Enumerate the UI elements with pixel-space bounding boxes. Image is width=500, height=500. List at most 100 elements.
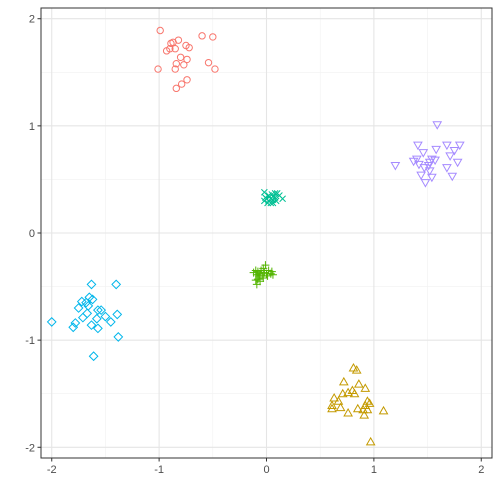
data-point-circle <box>209 33 217 41</box>
series-plus <box>249 261 277 289</box>
series-cross <box>260 188 286 207</box>
data-point-triangle <box>349 388 360 398</box>
data-point-triangle-down <box>442 164 452 173</box>
data-point-plus <box>266 269 275 278</box>
x-axis: -2 -1 0 1 2 <box>47 458 484 476</box>
data-point-circle <box>172 60 181 68</box>
data-point-triangle-down <box>431 145 442 155</box>
y-axis: -2 -1 0 1 2 <box>25 14 41 454</box>
data-point-triangle <box>327 400 337 409</box>
data-point-triangle <box>360 400 371 409</box>
data-point-triangle <box>343 407 353 417</box>
data-point-triangle <box>362 404 373 414</box>
series-triangle <box>327 362 389 446</box>
x-tick-label: 1 <box>371 464 377 476</box>
data-point-diamond <box>88 351 99 362</box>
data-point-plus <box>263 271 272 280</box>
data-point-diamond <box>73 303 84 313</box>
data-point-triangle <box>365 436 376 446</box>
data-point-plus <box>252 270 261 279</box>
data-point-cross <box>267 199 275 207</box>
data-point-plus <box>249 268 258 277</box>
data-point-triangle <box>335 402 346 412</box>
data-point-diamond <box>86 320 97 331</box>
y-tick-label: 1 <box>29 121 35 133</box>
data-point-triangle-down <box>452 158 463 168</box>
data-point-cross <box>269 199 277 207</box>
x-tick-label: 2 <box>478 464 484 476</box>
data-point-diamond <box>81 297 92 308</box>
y-tick-label: 2 <box>29 14 35 26</box>
data-point-plus <box>254 271 263 280</box>
data-point-triangle-down <box>424 167 435 176</box>
data-point-plus <box>257 266 266 275</box>
data-point-diamond <box>70 318 81 328</box>
data-point-plus <box>259 264 268 273</box>
grid-lines <box>41 8 492 458</box>
data-point-circle <box>167 39 175 48</box>
data-point-triangle-down <box>423 162 434 171</box>
data-point-circle <box>171 45 179 53</box>
data-point-triangle-down <box>416 171 426 181</box>
data-point-circle <box>171 65 179 73</box>
data-point-diamond <box>111 279 122 290</box>
data-point-triangle <box>378 405 389 415</box>
data-point-triangle-down <box>454 141 465 151</box>
data-point-plus <box>259 274 268 282</box>
data-point-plus <box>267 267 276 276</box>
data-point-triangle <box>337 388 348 398</box>
data-point-circle <box>185 43 193 52</box>
data-point-diamond <box>96 305 107 316</box>
data-point-triangle-down <box>418 149 429 158</box>
data-point-circle <box>176 53 185 61</box>
data-point-circle <box>162 47 171 55</box>
data-point-triangle <box>351 365 362 374</box>
data-point-diamond <box>46 317 57 327</box>
data-point-diamond <box>100 311 111 322</box>
data-point-cross <box>264 199 271 207</box>
x-tick-label: -1 <box>154 464 164 476</box>
data-point-plus <box>256 269 265 278</box>
data-point-plus <box>256 277 265 286</box>
data-point-diamond <box>113 332 124 342</box>
data-point-circle <box>154 65 162 73</box>
series-triangle-down <box>390 121 465 188</box>
y-tick-label: -1 <box>25 335 35 347</box>
data-point-triangle <box>360 383 371 392</box>
data-point-cross <box>260 188 268 196</box>
data-point-plus <box>260 268 269 277</box>
data-point-circle <box>211 65 219 73</box>
data-point-triangle-down <box>390 162 401 171</box>
data-point-circle <box>183 76 191 84</box>
x-tick-label: 0 <box>263 464 269 476</box>
y-tick-label: -2 <box>25 442 35 454</box>
data-point-triangle-down <box>449 147 460 156</box>
data-point-diamond <box>105 317 116 327</box>
data-point-cross <box>260 197 268 205</box>
data-points <box>46 26 465 446</box>
data-point-plus <box>251 276 260 285</box>
series-circle <box>154 26 219 93</box>
data-point-plus <box>252 280 261 289</box>
data-point-circle <box>180 61 188 69</box>
data-point-triangle <box>327 403 337 413</box>
data-point-diamond <box>68 322 79 333</box>
data-point-diamond <box>86 279 97 290</box>
data-point-circle <box>183 55 191 64</box>
data-point-diamond <box>91 313 102 324</box>
data-point-triangle <box>343 387 353 397</box>
data-point-triangle-down <box>411 155 422 165</box>
data-point-diamond <box>77 312 88 323</box>
data-point-triangle <box>333 396 344 405</box>
data-point-plus <box>253 275 262 284</box>
data-point-triangle-down <box>432 121 443 130</box>
series-diamond <box>46 279 124 362</box>
x-tick-label: -2 <box>47 464 57 476</box>
data-point-triangle-down <box>420 179 431 188</box>
data-point-triangle <box>329 392 340 402</box>
data-point-circle <box>172 84 181 93</box>
data-point-cross <box>279 195 286 203</box>
data-point-plus <box>264 266 273 275</box>
